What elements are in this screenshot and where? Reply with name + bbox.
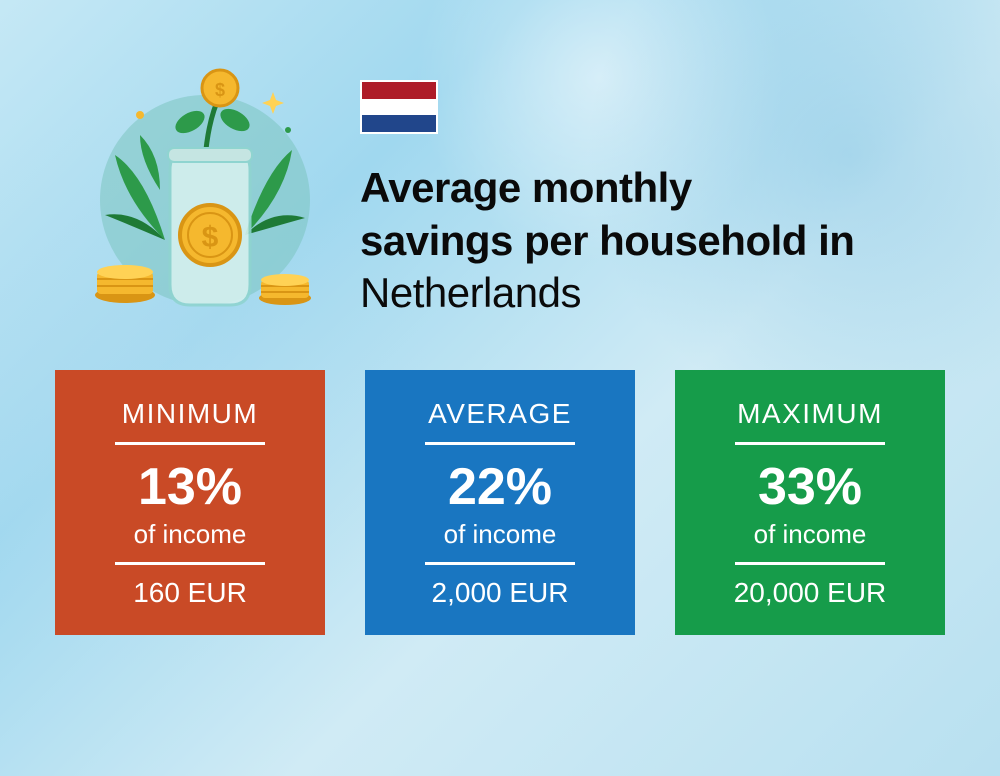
- stat-cards-row: MINIMUM 13% of income 160 EUR AVERAGE 22…: [0, 320, 1000, 635]
- stat-card-maximum: MAXIMUM 33% of income 20,000 EUR: [675, 370, 945, 635]
- header-section: $ $ Average monthly savings per househol…: [0, 0, 1000, 320]
- flag-stripe: [362, 115, 436, 132]
- card-sub: of income: [385, 519, 615, 550]
- svg-text:$: $: [202, 221, 219, 254]
- netherlands-flag-icon: [360, 80, 438, 134]
- card-amount: 20,000 EUR: [695, 577, 925, 609]
- card-label: MINIMUM: [75, 398, 305, 430]
- card-amount: 2,000 EUR: [385, 577, 615, 609]
- savings-jar-illustration: $ $: [70, 60, 330, 320]
- infographic-title: Average monthly savings per household in…: [360, 162, 940, 320]
- stat-card-minimum: MINIMUM 13% of income 160 EUR: [55, 370, 325, 635]
- title-block: Average monthly savings per household in…: [360, 70, 940, 320]
- card-sub: of income: [695, 519, 925, 550]
- divider: [735, 562, 885, 565]
- card-percent: 33%: [695, 457, 925, 517]
- card-percent: 22%: [385, 457, 615, 517]
- divider: [735, 442, 885, 445]
- divider: [115, 562, 265, 565]
- card-amount: 160 EUR: [75, 577, 305, 609]
- card-label: AVERAGE: [385, 398, 615, 430]
- card-label: MAXIMUM: [695, 398, 925, 430]
- flag-stripe: [362, 99, 436, 116]
- card-percent: 13%: [75, 457, 305, 517]
- flag-stripe: [362, 82, 436, 99]
- svg-text:$: $: [215, 80, 225, 100]
- title-country: Netherlands: [360, 269, 581, 316]
- title-line-2: savings per household in: [360, 217, 854, 264]
- title-line-1: Average monthly: [360, 164, 692, 211]
- divider: [115, 442, 265, 445]
- card-sub: of income: [75, 519, 305, 550]
- divider: [425, 562, 575, 565]
- divider: [425, 442, 575, 445]
- stat-card-average: AVERAGE 22% of income 2,000 EUR: [365, 370, 635, 635]
